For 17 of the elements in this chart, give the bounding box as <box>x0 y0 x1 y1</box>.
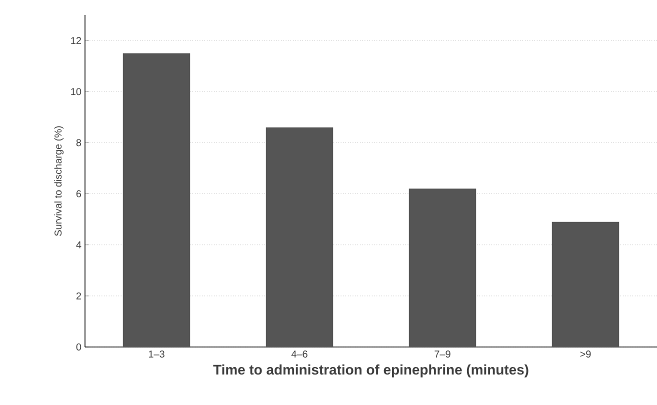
bar <box>266 127 334 347</box>
bar <box>408 188 476 347</box>
y-tick-label: 6 <box>76 190 82 198</box>
x-tick-label: 7–9 <box>434 350 450 358</box>
x-axis-title: Time to administration of epinephrine (minutes) <box>213 364 528 378</box>
y-axis-title: Survival to discharge (%) <box>54 126 64 236</box>
y-tick-label: 8 <box>76 139 82 146</box>
x-tick-label: 4–6 <box>291 350 308 358</box>
y-tick-label: 10 <box>71 88 82 96</box>
y-tick-label: 2 <box>76 292 81 300</box>
bar <box>122 53 190 347</box>
bar <box>552 222 620 347</box>
y-tick-label: 4 <box>76 241 82 248</box>
x-tick-label: >9 <box>580 350 591 358</box>
y-tick-label: 12 <box>71 37 81 44</box>
x-tick-label: 1–3 <box>148 350 164 358</box>
y-tick-label: 0 <box>76 343 82 351</box>
